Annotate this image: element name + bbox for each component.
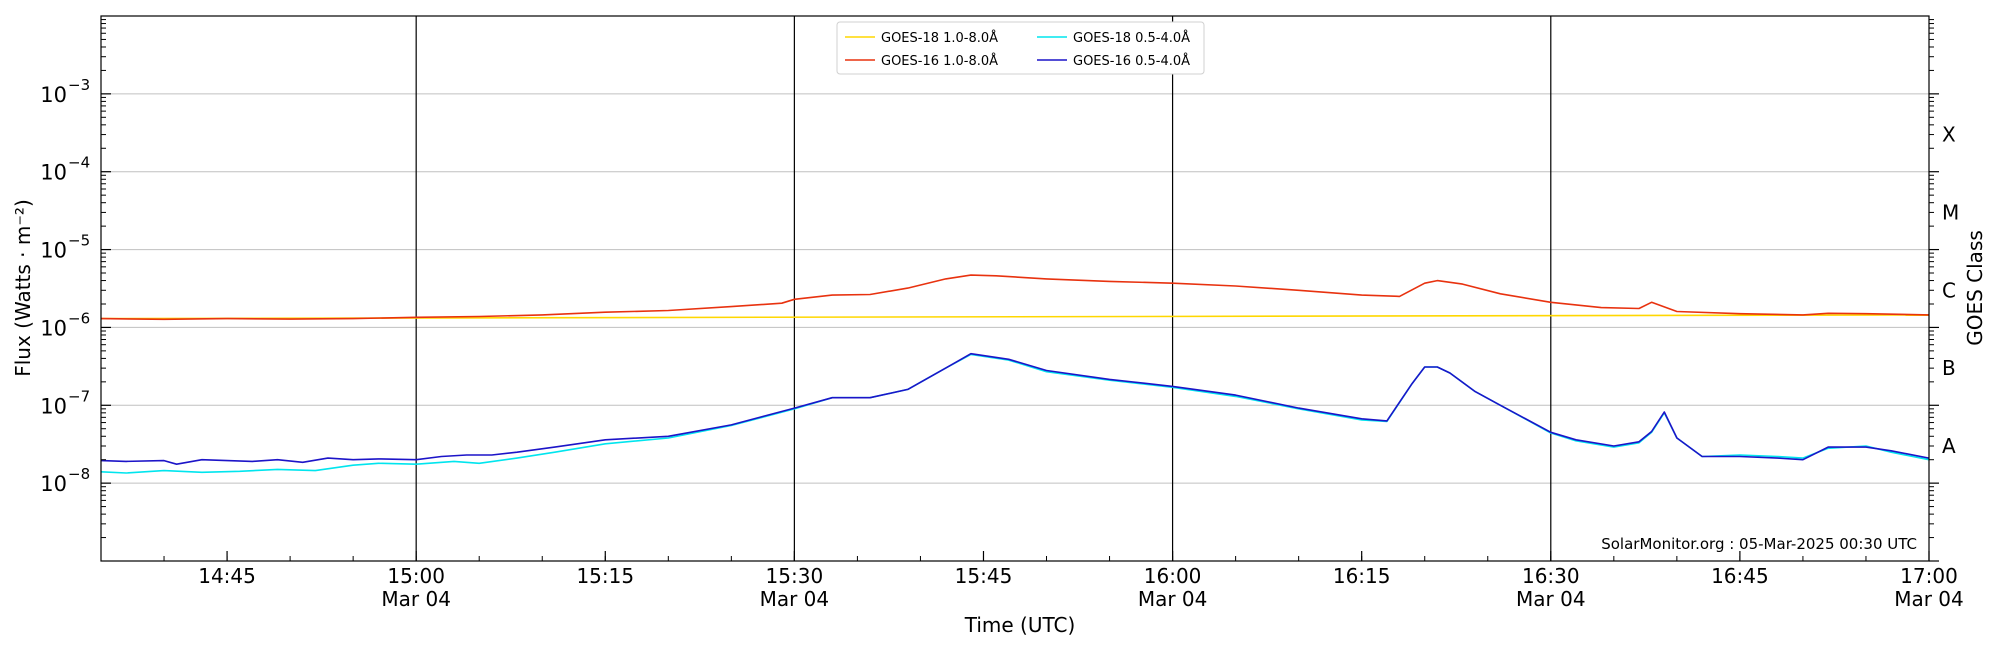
y-axis-label: Flux (Watts · m⁻²) <box>11 199 35 377</box>
x-tick-label: 14:45 <box>198 564 256 588</box>
y-tick-exponent: −5 <box>68 232 90 250</box>
y-tick-label: 10 <box>40 239 67 263</box>
y-tick-label: 10 <box>40 394 67 418</box>
goes-class-axis: A B C M X <box>1929 19 1959 562</box>
series-line-2 <box>100 274 1930 321</box>
x-tick-label: 15:45 <box>955 564 1013 588</box>
legend-box <box>836 21 1205 75</box>
x-tick-label: 15:15 <box>576 564 634 588</box>
y-tick-label: 10 <box>40 83 67 107</box>
series-lines <box>100 274 1930 474</box>
legend-label: GOES-18 1.0-8.0Å <box>881 30 998 46</box>
watermark: SolarMonitor.org : 05-Mar-2025 00:30 UTC <box>1601 535 1917 553</box>
legend-label: GOES-16 0.5-4.0Å <box>1073 53 1190 69</box>
x-tick-date: Mar 04 <box>381 587 451 611</box>
x-tick-date: Mar 04 <box>760 587 830 611</box>
x-tick-label: 16:30 <box>1522 564 1580 588</box>
half-hour-markers <box>415 16 1552 561</box>
goes-class-b: B <box>1942 356 1956 380</box>
series-line-3 <box>100 353 1930 474</box>
x-tick-label: 17:00 <box>1900 564 1958 588</box>
goes-class-m: M <box>1942 200 1959 224</box>
x-tick-label: 16:15 <box>1333 564 1391 588</box>
y-tick-exponent: −4 <box>68 154 90 172</box>
x-tick-label: 16:45 <box>1711 564 1769 588</box>
y-tick-label: 10 <box>40 316 67 340</box>
x-tick-date: Mar 04 <box>1138 587 1208 611</box>
y-tick-exponent: −3 <box>68 76 90 94</box>
x-tick-label: 16:00 <box>1144 564 1202 588</box>
grid-lines <box>101 93 1929 484</box>
goes-class-a: A <box>1942 434 1956 458</box>
y-tick-exponent: −7 <box>68 387 90 405</box>
goes-class-label: GOES Class <box>1963 230 1987 346</box>
x-axis-label: Time (UTC) <box>964 613 1076 637</box>
plot-frame <box>100 15 1930 562</box>
x-tick-label: 15:00 <box>387 564 445 588</box>
series-line-4 <box>100 352 1930 466</box>
x-tick-date: Mar 04 <box>1516 587 1586 611</box>
y-axis-ticks: 10−810−710−610−510−410−3 <box>40 19 111 539</box>
legend: GOES-18 1.0-8.0Å GOES-16 1.0-8.0Å GOES-18 … <box>836 21 1205 75</box>
goes-class-c: C <box>1942 278 1956 302</box>
x-tick-date: Mar 04 <box>1894 587 1964 611</box>
x-tick-label: 15:30 <box>766 564 824 588</box>
legend-label: GOES-18 0.5-4.0Å <box>1073 30 1190 46</box>
y-tick-exponent: −8 <box>68 465 90 483</box>
y-tick-label: 10 <box>40 161 67 185</box>
legend-label: GOES-16 1.0-8.0Å <box>881 53 998 69</box>
y-tick-label: 10 <box>40 472 67 496</box>
goes-class-x: X <box>1942 123 1956 147</box>
y-tick-exponent: −6 <box>68 309 90 327</box>
